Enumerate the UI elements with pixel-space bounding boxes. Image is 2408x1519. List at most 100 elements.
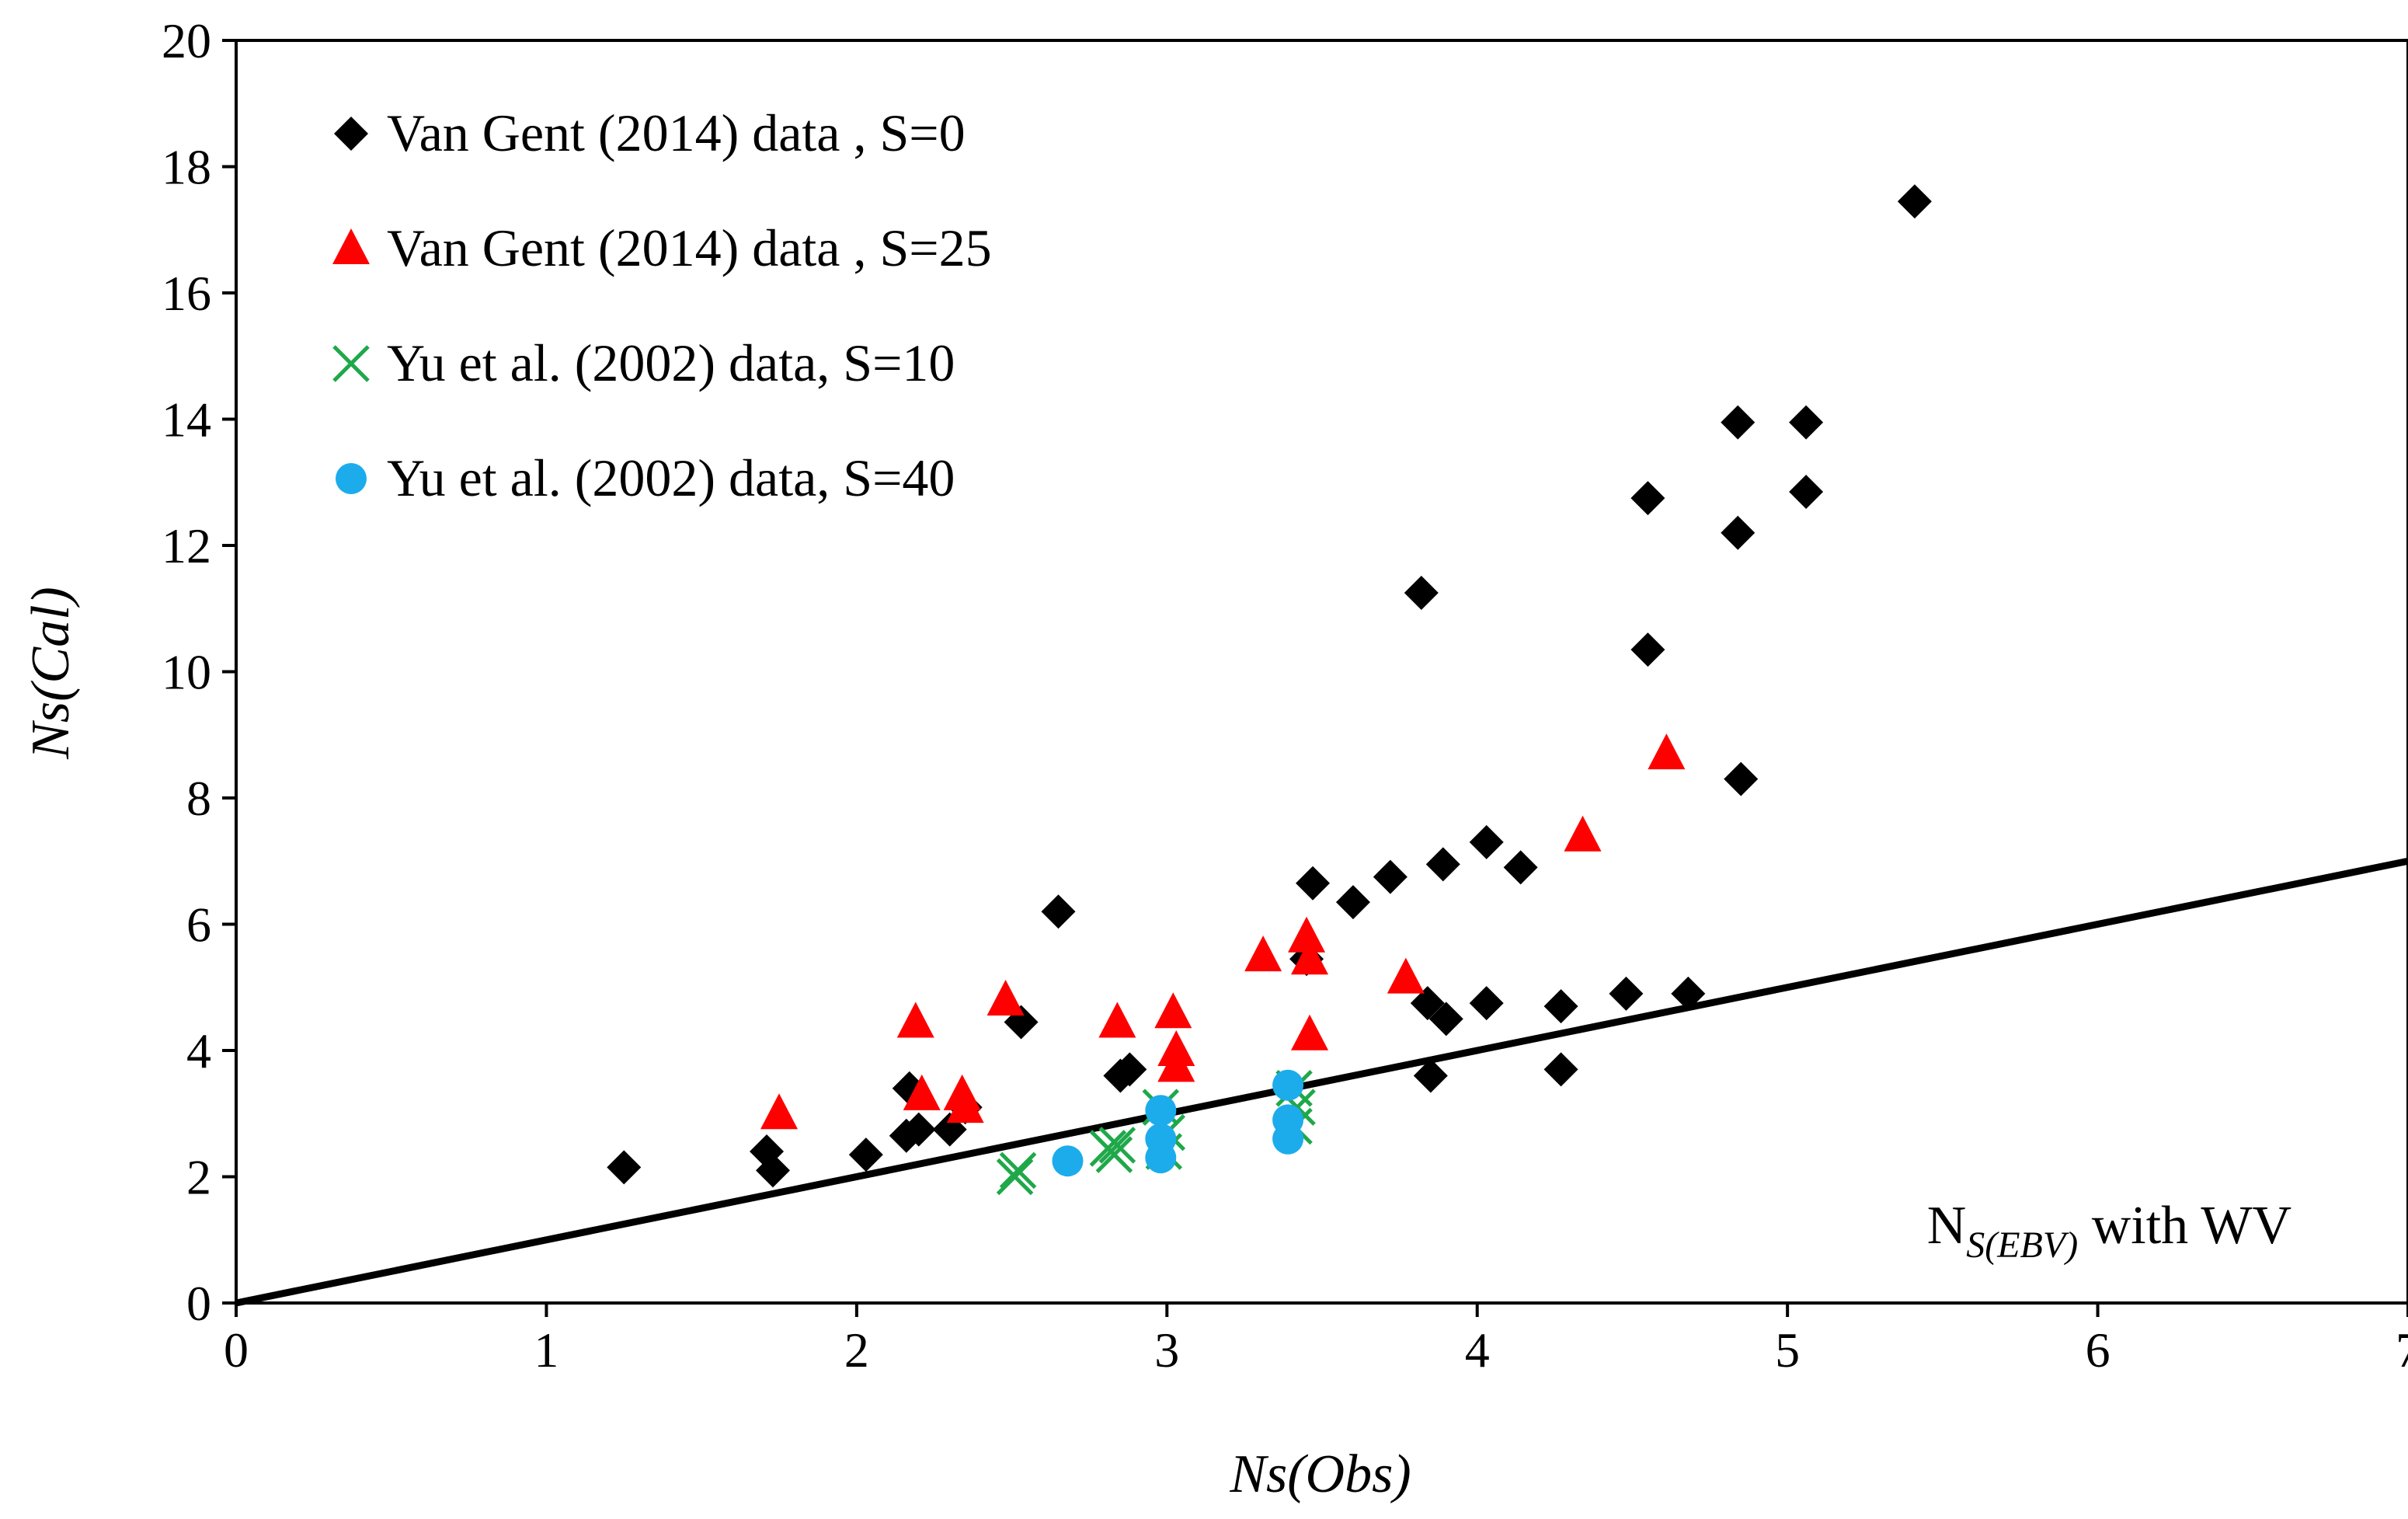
data-point-diamond — [1413, 1058, 1448, 1093]
legend: Van Gent (2014) data , S=0 Van Gent (2014… — [332, 103, 992, 507]
data-point-diamond — [901, 1112, 936, 1147]
legend-label: Van Gent (2014) data , S=25 — [387, 218, 992, 277]
data-point-diamond — [848, 1138, 883, 1172]
data-point-diamond — [1543, 989, 1578, 1024]
data-point-diamond — [1469, 986, 1504, 1021]
x-axis-title: Ns(Obs) — [1229, 1444, 1411, 1504]
data-point-triangle — [903, 1074, 941, 1110]
y-tick-label: 18 — [162, 140, 211, 195]
data-point-diamond — [1543, 1052, 1578, 1087]
data-point-triangle — [1564, 815, 1602, 852]
y-tick-label: 8 — [186, 771, 211, 826]
series-0-markers — [607, 184, 1932, 1188]
data-point-triangle — [1154, 992, 1192, 1029]
data-point-diamond — [1296, 866, 1331, 901]
data-point-circle — [1272, 1069, 1304, 1101]
data-point-diamond — [1335, 885, 1370, 920]
data-point-diamond — [1630, 481, 1665, 516]
data-point-x — [1098, 1127, 1136, 1164]
data-point-triangle — [1291, 939, 1329, 975]
series-annotation: NS(EBV) with WV — [1927, 1196, 2291, 1266]
y-tick-label: 10 — [162, 645, 211, 700]
data-point-circle — [1052, 1145, 1084, 1177]
annotation-suffix: with WV — [2078, 1196, 2291, 1256]
data-point-triangle — [1288, 916, 1326, 953]
data-point-circle — [1272, 1123, 1304, 1155]
data-point-diamond — [1630, 632, 1665, 667]
x-tick-label: 3 — [1154, 1322, 1179, 1378]
data-point-triangle — [1648, 733, 1686, 770]
series-1-markers — [760, 733, 1686, 1130]
legend-marker-x — [332, 345, 370, 382]
annotation-subscript: S(EBV) — [1966, 1225, 2078, 1266]
legend-item: Van Gent (2014) data , S=0 — [334, 103, 966, 162]
x-tick-label: 4 — [1465, 1322, 1490, 1378]
series-3-markers — [1052, 1069, 1304, 1177]
data-point-diamond — [1428, 1002, 1463, 1036]
annotation-main: N — [1927, 1196, 1967, 1256]
data-point-triangle — [946, 1087, 984, 1124]
x-tick-label: 7 — [2396, 1322, 2408, 1378]
data-point-diamond — [1041, 894, 1076, 929]
legend-label: Van Gent (2014) data , S=0 — [387, 103, 966, 162]
data-point-triangle — [1291, 1014, 1329, 1050]
data-point-circle — [1145, 1142, 1177, 1174]
data-point-diamond — [1425, 847, 1460, 882]
data-point-triangle — [760, 1093, 798, 1130]
data-point-triangle — [1387, 957, 1425, 994]
data-point-diamond — [1724, 761, 1759, 796]
x-marker-stroke — [1098, 1127, 1136, 1164]
reference-line — [235, 857, 2408, 1307]
legend-marker-circle — [336, 463, 367, 494]
legend-marker-diamond — [334, 117, 368, 151]
data-point-triangle — [1098, 1002, 1136, 1038]
x-marker-stroke — [999, 1151, 1037, 1190]
y-tick-label: 16 — [162, 266, 211, 321]
data-point-diamond — [756, 1153, 791, 1188]
data-point-diamond — [1404, 575, 1439, 610]
x-tick-label: 2 — [844, 1322, 869, 1378]
data-point-diamond — [1721, 515, 1756, 550]
data-point-x — [999, 1151, 1037, 1190]
legend-label: Yu et al. (2002) data, S=40 — [387, 448, 955, 507]
x-tick-label: 5 — [1775, 1322, 1800, 1378]
data-point-triangle — [987, 980, 1025, 1016]
data-point-diamond — [1503, 850, 1538, 885]
legend-item: Yu et al. (2002) data, S=40 — [336, 448, 955, 507]
legend-item: Van Gent (2014) data , S=25 — [332, 218, 992, 277]
x-tick-label: 1 — [534, 1322, 559, 1378]
data-point-diamond — [1721, 405, 1756, 440]
legend-label: Yu et al. (2002) data, S=10 — [387, 333, 955, 392]
y-tick-label: 0 — [186, 1276, 211, 1331]
y-tick-label: 2 — [186, 1150, 211, 1205]
x-marker-stroke — [332, 345, 370, 382]
legend-marker-triangle — [332, 228, 370, 264]
data-point-diamond — [1373, 859, 1408, 894]
data-point-diamond — [1112, 1052, 1147, 1087]
x-tick-label: 0 — [224, 1322, 249, 1378]
y-tick-label: 20 — [162, 13, 211, 68]
x-marker-stroke — [1095, 1136, 1133, 1173]
data-point-diamond — [1609, 976, 1644, 1011]
data-point-x — [1095, 1136, 1133, 1173]
data-point-diamond — [1789, 405, 1824, 440]
data-point-triangle — [1244, 935, 1282, 972]
y-axis-title: Ns(Cal) — [21, 587, 81, 760]
legend-item: Yu et al. (2002) data, S=10 — [332, 333, 955, 392]
data-point-diamond — [607, 1150, 642, 1185]
y-tick-label: 14 — [162, 392, 211, 448]
data-point-diamond — [1789, 474, 1824, 509]
data-point-circle — [1145, 1095, 1177, 1127]
data-point-diamond — [1469, 824, 1504, 859]
y-tick-label: 6 — [186, 897, 211, 953]
data-point-triangle — [1157, 1046, 1195, 1082]
data-point-diamond — [1410, 986, 1445, 1021]
data-point-x — [996, 1158, 1034, 1196]
data-markers — [607, 184, 1932, 1196]
y-tick-label: 4 — [186, 1023, 211, 1078]
x-tick-label: 6 — [2086, 1322, 2110, 1378]
data-point-diamond — [1897, 184, 1932, 219]
